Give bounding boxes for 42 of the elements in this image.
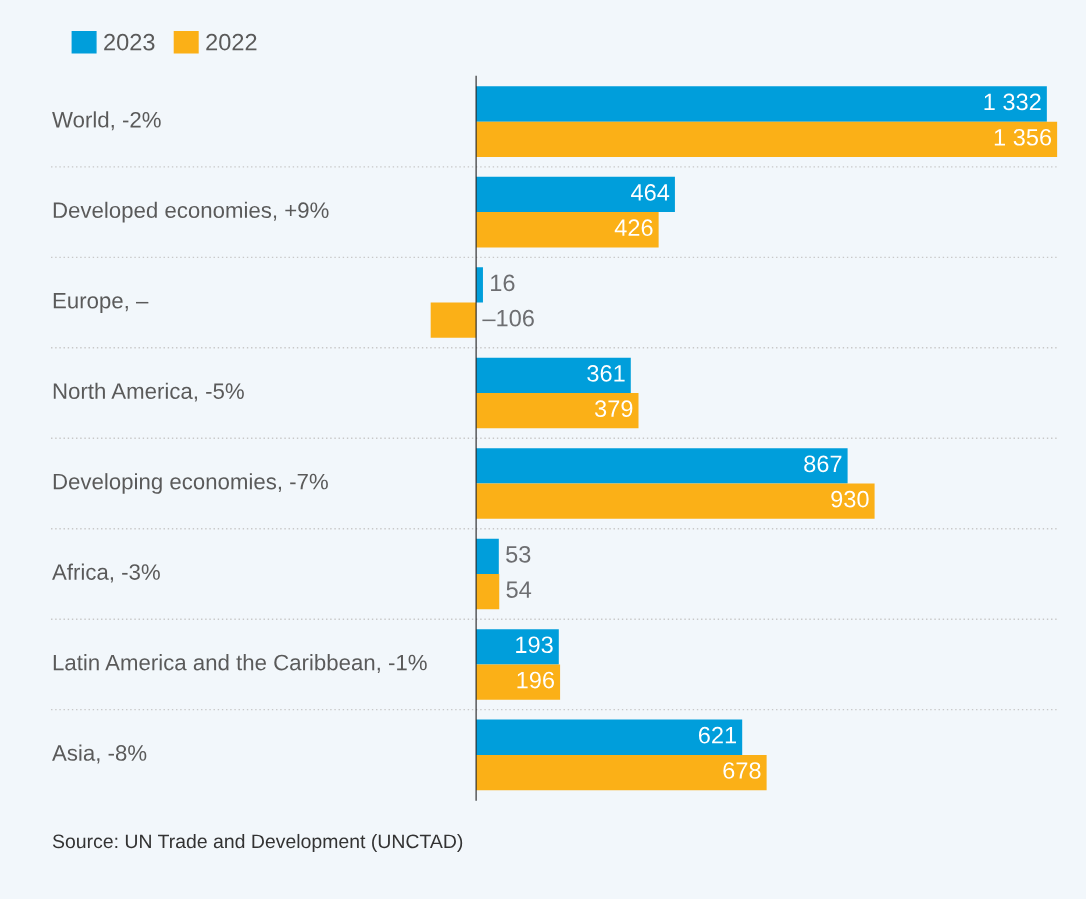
bar bbox=[476, 212, 659, 248]
bar bbox=[476, 357, 631, 394]
bar bbox=[476, 448, 848, 484]
bar bbox=[476, 176, 675, 213]
bar bbox=[476, 629, 559, 665]
data-label: 196 bbox=[517, 671, 555, 689]
data-label: 16 bbox=[491, 274, 515, 292]
y-tick-label: Latin America and the Caribbean, -1% bbox=[53, 654, 427, 674]
y-tick-label: Developing economies, -7% bbox=[53, 473, 328, 494]
y-tick-label: World, -2% bbox=[52, 111, 161, 131]
y-tick-label: Europe, – bbox=[53, 293, 149, 313]
data-label: 53 bbox=[506, 545, 531, 563]
data-label: 867 bbox=[804, 455, 842, 473]
y-tick-label: Africa, -3% bbox=[52, 563, 160, 583]
legend-label: 2022 bbox=[206, 33, 257, 51]
source-note: Source: UN Trade and Development (UNCTAD) bbox=[52, 833, 463, 853]
data-label: 464 bbox=[631, 184, 670, 201]
data-label: –106 bbox=[482, 309, 534, 327]
bar bbox=[476, 664, 561, 700]
bar bbox=[476, 393, 639, 429]
data-label: 678 bbox=[723, 762, 761, 779]
bar bbox=[430, 302, 477, 338]
data-label: 930 bbox=[831, 490, 869, 508]
data-label: 426 bbox=[614, 219, 653, 237]
bar bbox=[476, 719, 743, 755]
data-label: 361 bbox=[587, 365, 625, 382]
bar bbox=[476, 121, 1058, 157]
data-label: 1 356 bbox=[994, 128, 1052, 146]
data-label: 193 bbox=[516, 636, 553, 654]
data-label: 621 bbox=[698, 726, 737, 744]
bar bbox=[476, 573, 500, 610]
bar bbox=[476, 483, 875, 519]
bar bbox=[476, 754, 767, 791]
y-tick-label: North America, -5% bbox=[53, 382, 244, 402]
bar bbox=[476, 538, 499, 574]
data-label: 54 bbox=[506, 581, 532, 598]
data-label: 379 bbox=[594, 400, 633, 418]
bar bbox=[476, 86, 1047, 122]
legend-label: 2023 bbox=[104, 33, 155, 51]
y-tick-label: Developed economies, +9% bbox=[53, 201, 329, 223]
data-label: 1 332 bbox=[984, 93, 1041, 111]
y-tick-label: Asia, -8% bbox=[52, 744, 147, 764]
